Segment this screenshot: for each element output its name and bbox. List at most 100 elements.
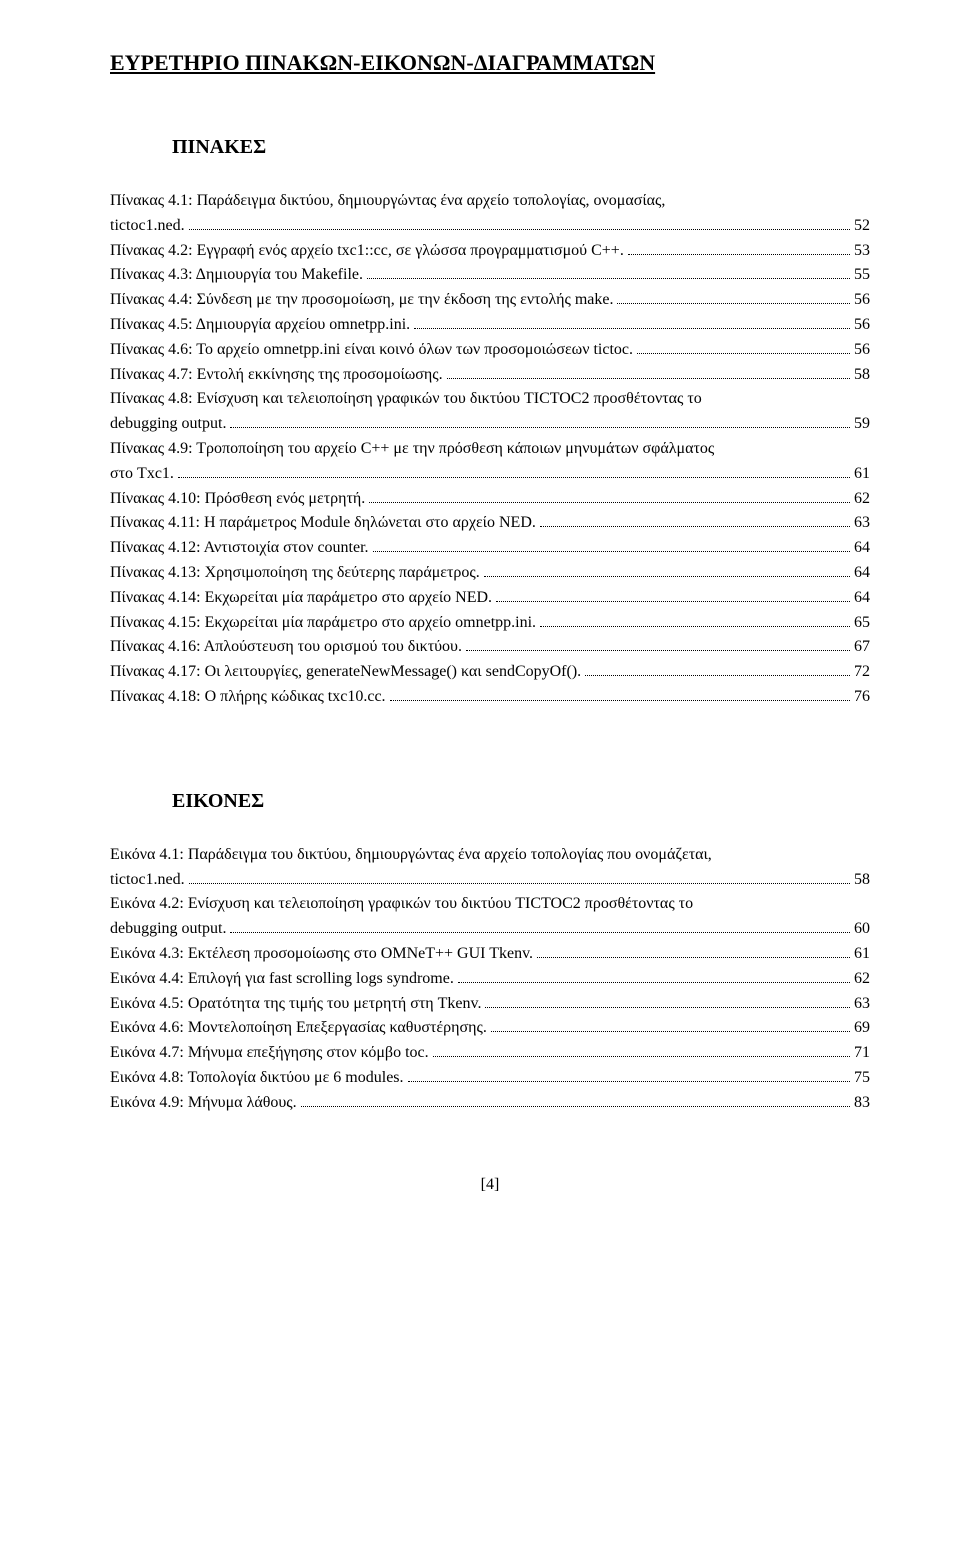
leader-dots (628, 254, 850, 255)
table-entry-page: 52 (854, 214, 870, 239)
table-entry-row: Πίνακας 4.16: Απλούστευση του ορισμού το… (110, 635, 870, 660)
leader-dots (458, 982, 850, 983)
table-entry-page: 55 (854, 263, 870, 288)
table-entry-row: Πίνακας 4.5: Δημιουργία αρχείου omnetpp.… (110, 313, 870, 338)
table-entry-text: Πίνακας 4.4: Σύνδεση με την προσομοίωση,… (110, 288, 613, 313)
table-entry-page: 62 (854, 487, 870, 512)
table-entry-text: Πίνακας 4.15: Εκχωρείται μία παράμετρο σ… (110, 611, 536, 636)
figure-entry-row: Εικόνα 4.7: Μήνυμα επεξήγησης στον κόμβο… (110, 1041, 870, 1066)
table-entry-row: Πίνακας 4.8: Ενίσχυση και τελειοποίηση γ… (110, 387, 870, 412)
leader-dots (433, 1056, 850, 1057)
table-entry-page: 56 (854, 288, 870, 313)
figures-index-list: Εικόνα 4.1: Παράδειγμα του δικτύου, δημι… (110, 843, 870, 1116)
page-title: ΕΥΡΕΤΗΡΙΟ ΠΙΝΑΚΩΝ-ΕΙΚΟΝΩΝ-ΔΙΑΓΡΑΜΜΑΤΩΝ (110, 50, 870, 76)
table-entry-row: Πίνακας 4.7: Εντολή εκκίνησης της προσομ… (110, 363, 870, 388)
figure-entry-row: tictoc1.ned. 58 (110, 868, 870, 893)
leader-dots (585, 675, 850, 676)
figure-entry-text: Εικόνα 4.7: Μήνυμα επεξήγησης στον κόμβο… (110, 1041, 429, 1066)
leader-dots (491, 1031, 850, 1032)
leader-dots (390, 700, 850, 701)
leader-dots (540, 526, 850, 527)
table-entry-row: Πίνακας 4.4: Σύνδεση με την προσομοίωση,… (110, 288, 870, 313)
leader-dots (540, 626, 850, 627)
leader-dots (230, 932, 850, 933)
figure-entry-row: Εικόνα 4.2: Ενίσχυση και τελειοποίηση γρ… (110, 892, 870, 917)
table-entry-text: Πίνακας 4.11: Η παράμετρος Module δηλώνε… (110, 511, 536, 536)
table-entry-page: 64 (854, 586, 870, 611)
figures-heading: ΕΙΚΟΝΕΣ (110, 790, 870, 813)
table-entry-text: tictoc1.ned. (110, 214, 185, 239)
table-entry-row: Πίνακας 4.6: Το αρχείο omnetpp.ini είναι… (110, 338, 870, 363)
table-entry-page: 63 (854, 511, 870, 536)
leader-dots (485, 1007, 850, 1008)
figure-entry-page: 75 (854, 1066, 870, 1091)
figure-entry-page: 58 (854, 868, 870, 893)
table-entry-page: 61 (854, 462, 870, 487)
table-entry-page: 58 (854, 363, 870, 388)
table-entry-row: Πίνακας 4.14: Εκχωρείται μία παράμετρο σ… (110, 586, 870, 611)
table-entry-row: Πίνακας 4.17: Οι λειτουργίες, generateNe… (110, 660, 870, 685)
table-entry-page: 64 (854, 561, 870, 586)
figure-entry-page: 83 (854, 1091, 870, 1116)
table-entry-page: 59 (854, 412, 870, 437)
table-entry-page: 53 (854, 239, 870, 264)
figure-entry-text: tictoc1.ned. (110, 868, 185, 893)
figure-entry-text: Εικόνα 4.5: Ορατότητα της τιμής του μετρ… (110, 992, 481, 1017)
table-entry-page: 64 (854, 536, 870, 561)
figure-entry-page: 62 (854, 967, 870, 992)
table-entry-text: Πίνακας 4.3: Δημιουργία του Makefile. (110, 263, 363, 288)
table-entry-text: debugging output. (110, 412, 226, 437)
table-entry-text: Πίνακας 4.16: Απλούστευση του ορισμού το… (110, 635, 462, 660)
figure-entry-text: debugging output. (110, 917, 226, 942)
figure-entry-text: Εικόνα 4.6: Μοντελοποίηση Επεξεργασίας κ… (110, 1016, 487, 1041)
leader-dots (408, 1081, 850, 1082)
table-entry-row: Πίνακας 4.11: Η παράμετρος Module δηλώνε… (110, 511, 870, 536)
table-entry-page: 67 (854, 635, 870, 660)
table-entry-page: 65 (854, 611, 870, 636)
document-page: ΕΥΡΕΤΗΡΙΟ ΠΙΝΑΚΩΝ-ΕΙΚΟΝΩΝ-ΔΙΑΓΡΑΜΜΑΤΩΝ Π… (0, 0, 960, 1254)
table-entry-text: Πίνακας 4.5: Δημιουργία αρχείου omnetpp.… (110, 313, 410, 338)
leader-dots (414, 328, 850, 329)
figure-entry-text: Εικόνα 4.4: Επιλογή για fast scrolling l… (110, 967, 454, 992)
table-entry-text: Πίνακας 4.1: Παράδειγμα δικτύου, δημιουρ… (110, 189, 665, 214)
leader-dots (301, 1106, 850, 1107)
figure-entry-row: Εικόνα 4.9: Μήνυμα λάθους.83 (110, 1091, 870, 1116)
leader-dots (447, 378, 850, 379)
table-entry-text: Πίνακας 4.14: Εκχωρείται μία παράμετρο σ… (110, 586, 492, 611)
tables-index-list: Πίνακας 4.1: Παράδειγμα δικτύου, δημιουρ… (110, 189, 870, 710)
table-entry-text: Πίνακας 4.6: Το αρχείο omnetpp.ini είναι… (110, 338, 633, 363)
table-entry-row: tictoc1.ned. 52 (110, 214, 870, 239)
figure-entry-text: Εικόνα 4.2: Ενίσχυση και τελειοποίηση γρ… (110, 892, 693, 917)
table-entry-row: Πίνακας 4.13: Χρησιμοποίηση της δεύτερης… (110, 561, 870, 586)
figure-entry-row: Εικόνα 4.3: Εκτέλεση προσομοίωσης στο OM… (110, 942, 870, 967)
leader-dots (369, 502, 850, 503)
table-entry-row: Πίνακας 4.9: Τροποποίηση του αρχείο C++ … (110, 437, 870, 462)
table-entry-row: Πίνακας 4.12: Αντιστοιχία στον counter. 6… (110, 536, 870, 561)
leader-dots (617, 303, 850, 304)
figure-entry-page: 60 (854, 917, 870, 942)
figure-entry-row: debugging output. 60 (110, 917, 870, 942)
leader-dots (230, 427, 850, 428)
table-entry-text: στο Txc1. (110, 462, 174, 487)
leader-dots (178, 477, 850, 478)
leader-dots (189, 883, 850, 884)
table-entry-text: Πίνακας 4.9: Τροποποίηση του αρχείο C++ … (110, 437, 714, 462)
table-entry-page: 76 (854, 685, 870, 710)
figure-entry-text: Εικόνα 4.3: Εκτέλεση προσομοίωσης στο OM… (110, 942, 533, 967)
figure-entry-page: 69 (854, 1016, 870, 1041)
table-entry-text: Πίνακας 4.10: Πρόσθεση ενός μετρητή. (110, 487, 365, 512)
page-number-footer: [4] (110, 1176, 870, 1194)
table-entry-page: 72 (854, 660, 870, 685)
leader-dots (484, 576, 850, 577)
table-entry-text: Πίνακας 4.13: Χρησιμοποίηση της δεύτερης… (110, 561, 480, 586)
table-entry-row: στο Txc1. 61 (110, 462, 870, 487)
leader-dots (189, 229, 850, 230)
figure-entry-page: 71 (854, 1041, 870, 1066)
table-entry-text: Πίνακας 4.12: Αντιστοιχία στον counter. (110, 536, 369, 561)
leader-dots (496, 601, 850, 602)
leader-dots (537, 957, 850, 958)
figure-entry-text: Εικόνα 4.1: Παράδειγμα του δικτύου, δημι… (110, 843, 712, 868)
table-entry-page: 56 (854, 338, 870, 363)
tables-heading: ΠΙΝΑΚΕΣ (110, 136, 870, 159)
table-entry-row: Πίνακας 4.1: Παράδειγμα δικτύου, δημιουρ… (110, 189, 870, 214)
